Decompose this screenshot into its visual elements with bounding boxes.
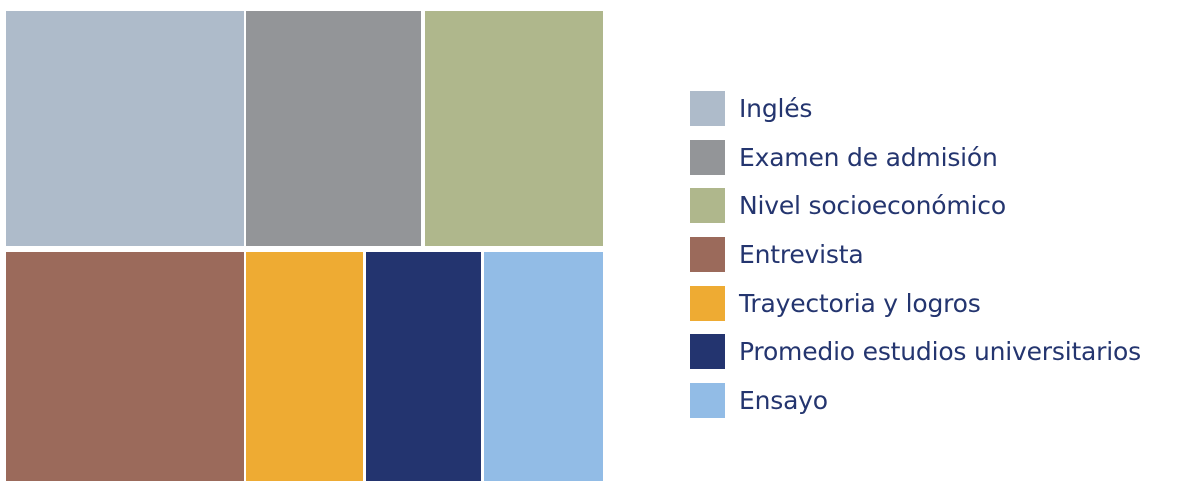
- legend: Inglés Examen de admisión Nivel socioeconó…: [690, 84, 1176, 425]
- legend-swatch: [690, 139, 725, 175]
- legend-label: Promedio estudios universitarios: [739, 337, 1141, 367]
- legend-swatch: [690, 90, 725, 126]
- legend-item: Nivel socioeconómico: [690, 181, 1176, 230]
- treemap-tile-5: [246, 252, 363, 481]
- legend-item: Promedio estudios universitarios: [690, 327, 1176, 376]
- legend-label: Examen de admisión: [739, 142, 998, 172]
- legend-label: Entrevista: [739, 239, 864, 269]
- legend-item: Ensayo: [690, 376, 1176, 425]
- treemap-tile-1: [6, 11, 244, 246]
- legend-swatch: [690, 188, 725, 224]
- legend-swatch: [690, 382, 725, 418]
- legend-swatch: [690, 334, 725, 370]
- legend-item: Inglés: [690, 84, 1176, 133]
- treemap-tile-6: [366, 252, 481, 481]
- legend-label: Trayectoria y logros: [739, 288, 981, 318]
- legend-label: Inglés: [739, 93, 813, 123]
- treemap-tile-3: [425, 11, 603, 246]
- treemap-chart: [6, 11, 603, 481]
- treemap-tile-7: [484, 252, 603, 481]
- legend-item: Entrevista: [690, 230, 1176, 279]
- treemap-tile-4: [6, 252, 244, 481]
- legend-swatch: [690, 285, 725, 321]
- legend-item: Examen de admisión: [690, 133, 1176, 182]
- legend-label: Ensayo: [739, 385, 828, 415]
- treemap-tile-2: [246, 11, 421, 246]
- legend-item: Trayectoria y logros: [690, 279, 1176, 328]
- legend-label: Nivel socioeconómico: [739, 191, 1006, 221]
- legend-swatch: [690, 236, 725, 272]
